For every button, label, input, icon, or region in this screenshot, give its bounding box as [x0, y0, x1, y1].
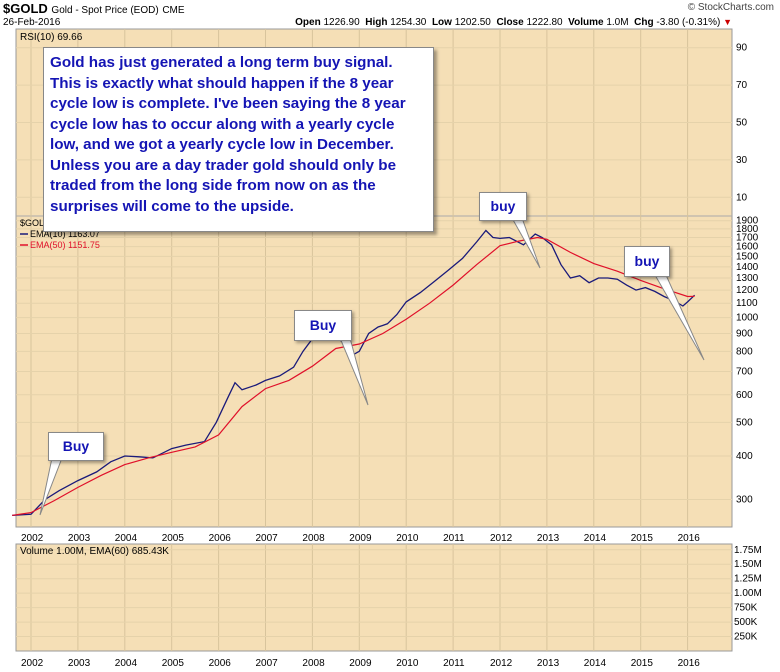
volume-tick-label: 1.75M	[734, 545, 762, 556]
rsi-tick-label: 50	[736, 118, 748, 129]
volume-panel-bg	[15, 543, 733, 652]
x-tick-label: 2011	[443, 658, 465, 669]
x-tick-label: 2016	[678, 658, 701, 669]
x-tick-label: 2002	[21, 658, 44, 669]
price-tick-label: 1000	[736, 313, 759, 324]
x-tick-label: 2015	[631, 533, 654, 544]
x-tick-label: 2008	[302, 533, 325, 544]
x-tick-label: 2007	[256, 533, 279, 544]
x-tick-label: 2009	[349, 658, 372, 669]
rsi-tick-label: 10	[736, 192, 748, 203]
x-tick-label: 2007	[256, 658, 279, 669]
price-tick-label: 1700	[736, 232, 759, 243]
x-tick-label: 2010	[396, 658, 419, 669]
buy-callout-2012: buy	[479, 192, 527, 221]
volume-tick-label: 250K	[734, 632, 758, 643]
x-tick-label: 2005	[162, 658, 185, 669]
x-tick-label: 2016	[678, 533, 701, 544]
x-tick-label: 2012	[490, 533, 513, 544]
price-tick-label: 400	[736, 451, 753, 462]
x-tick-label: 2004	[115, 658, 138, 669]
price-tick-label: 1500	[736, 251, 759, 262]
x-tick-label: 2013	[537, 658, 560, 669]
x-tick-label: 2014	[584, 658, 607, 669]
price-tick-label: 1900	[736, 216, 759, 227]
x-tick-label: 2003	[68, 658, 91, 669]
symbol-title: $GOLD Gold - Spot Price (EOD) CME	[3, 1, 185, 16]
volume-tick-label: 1.25M	[734, 574, 762, 585]
x-tick-label: 2002	[21, 533, 44, 544]
price-tick-label: 1800	[736, 224, 759, 235]
rsi-legend: RSI(10) 69.66	[20, 32, 83, 43]
price-tick-label: 900	[736, 329, 753, 340]
price-tick-label: 1600	[736, 242, 759, 253]
rsi-tick-label: 90	[736, 43, 748, 54]
price-tick-label: 500	[736, 417, 753, 428]
price-tick-label: 300	[736, 494, 753, 505]
commentary-note: Gold has just generated a long term buy …	[43, 47, 434, 232]
price-tick-label: 1200	[736, 285, 759, 296]
ema10-legend: EMA(10) 1163.07	[30, 229, 100, 239]
price-tick-label: 1300	[736, 273, 759, 284]
x-tick-label: 2012	[490, 658, 513, 669]
ohlc-readout: Open 1226.90 High 1254.30 Low 1202.50 Cl…	[295, 17, 732, 28]
x-tick-label: 2014	[584, 533, 607, 544]
x-tick-label: 2006	[209, 533, 232, 544]
price-tick-label: 1100	[736, 298, 758, 309]
price-series-line	[12, 229, 696, 517]
volume-tick-label: 750K	[734, 603, 758, 614]
price-tick-label: 700	[736, 367, 753, 378]
price-legend-symbol: $GOLD	[20, 218, 51, 228]
x-tick-label: 2003	[68, 533, 91, 544]
buy-callout-2016: buy	[624, 246, 670, 277]
buy-callout-2002: Buy	[48, 432, 104, 461]
x-tick-label: 2010	[396, 533, 419, 544]
x-tick-label: 2013	[537, 533, 560, 544]
chart-header: $GOLD Gold - Spot Price (EOD) CME 26-Feb…	[0, 0, 780, 30]
x-tick-label: 2015	[631, 658, 654, 669]
ema50-legend: EMA(50) 1151.75	[30, 240, 100, 250]
volume-legend: Volume 1.00M, EMA(60) 685.43K	[20, 546, 169, 557]
brand-label: © StockCharts.com	[687, 2, 774, 13]
chart-date: 26-Feb-2016	[3, 17, 61, 28]
buy-callout-2009: Buy	[294, 310, 352, 341]
ema50-series-line	[12, 236, 695, 516]
x-tick-label: 2008	[302, 658, 325, 669]
x-tick-label: 2006	[209, 658, 232, 669]
x-tick-label: 2011	[443, 533, 465, 544]
x-tick-label: 2009	[349, 533, 372, 544]
price-tick-label: 800	[736, 346, 753, 357]
rsi-tick-label: 70	[736, 80, 748, 91]
volume-tick-label: 1.50M	[734, 559, 762, 570]
price-tick-label: 1400	[736, 262, 759, 273]
x-tick-label: 2005	[162, 533, 185, 544]
volume-tick-label: 500K	[734, 617, 758, 628]
x-tick-label: 2004	[115, 533, 138, 544]
rsi-tick-label: 30	[736, 155, 748, 166]
volume-tick-label: 1.00M	[734, 588, 762, 599]
price-tick-label: 600	[736, 390, 753, 401]
